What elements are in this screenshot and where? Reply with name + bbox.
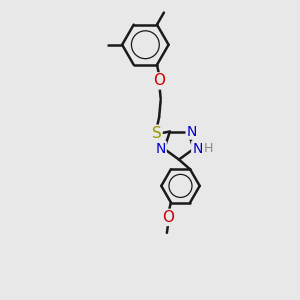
Text: O: O bbox=[153, 74, 165, 88]
Text: N: N bbox=[187, 124, 197, 139]
Text: N: N bbox=[192, 142, 203, 156]
Text: S: S bbox=[152, 126, 161, 141]
Text: O: O bbox=[162, 210, 174, 225]
Text: H: H bbox=[204, 142, 213, 155]
Text: N: N bbox=[155, 142, 166, 156]
